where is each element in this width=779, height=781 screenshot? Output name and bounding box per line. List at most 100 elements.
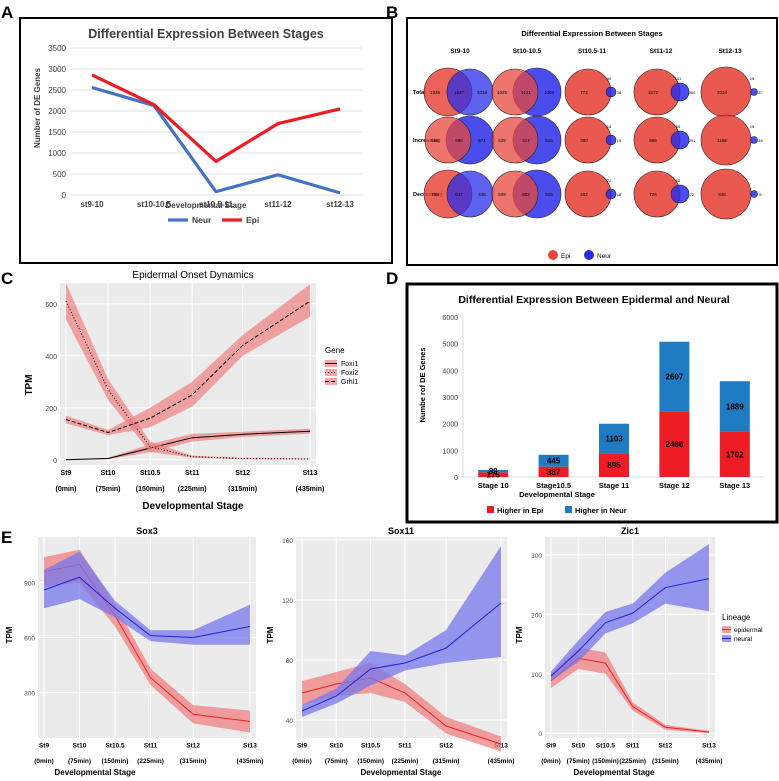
venn-count-neur-only: 16	[758, 138, 763, 143]
x-tick-label: St10.5	[105, 743, 125, 750]
venn-count-overlap: 40	[607, 76, 612, 81]
x-tick-label: St9	[297, 743, 308, 750]
x-tick-label: St11	[144, 743, 158, 750]
venn-circle-neur	[670, 130, 690, 150]
venn-cell: 772 40 38	[564, 68, 622, 116]
venn-count-overlap: 317	[522, 138, 530, 143]
chart-c-title: Epidermal Onset Dynamics	[132, 270, 253, 281]
venn-count-overlap: 141	[675, 76, 682, 81]
panel-e: E 300 600 900 St9 (0min) St10 (75min) St10.5 (15…	[0, 525, 779, 781]
legend-label: Epi	[561, 253, 570, 260]
venn-count-overlap: 18	[607, 124, 612, 129]
venn-count-neur-only: 1003	[544, 90, 555, 95]
bar-value-label: 2607	[666, 372, 684, 381]
y-tick-label: 3000	[442, 395, 458, 402]
x-tick-label: St13	[303, 470, 318, 477]
gene-plot-xlabel: Developmental Stage	[361, 768, 442, 777]
x-tick-label: St12	[439, 743, 453, 750]
x-tick-sublabel: (225min)	[392, 758, 419, 765]
panel-b: B Differential Expression Between Stages…	[385, 0, 779, 270]
chart-e: E 300 600 900 St9 (0min) St10 (75min) St10.5 (15…	[1, 526, 763, 777]
panel-letter-b: B	[386, 3, 398, 22]
chart-b: B Differential Expression Between Stages…	[386, 3, 778, 266]
legend-label: Grhl1	[341, 379, 358, 386]
column-header: St10.5-11	[578, 48, 607, 55]
venn-count-neur-only: 1016	[477, 90, 488, 95]
x-tick-label: Stage10.5	[536, 481, 571, 490]
venn-cell: 1329 1537 1016	[423, 67, 494, 117]
x-tick-label: St10	[329, 743, 343, 750]
gene-plot-xlabel: Developmental Stage	[55, 768, 136, 777]
venn-cell: 509 803 515	[491, 169, 562, 219]
venn-count-overlap: 1537	[454, 90, 465, 95]
venn-count-epi-only: 565	[431, 138, 439, 143]
venn-count-neur-only: 38	[617, 90, 622, 95]
y-tick-label: 1000	[442, 448, 458, 455]
column-header: St12-13	[718, 48, 742, 55]
x-tick-label: Stage 10	[478, 481, 509, 490]
venn-circle-epi	[491, 170, 539, 218]
venn-cell: 492 22 18	[564, 170, 622, 218]
column-header: St11-12	[650, 48, 673, 55]
y-tick-label: 3000	[48, 65, 66, 74]
series-line-neural	[301, 602, 502, 712]
venn-count-neur-only: 445	[478, 192, 486, 197]
venn-circle-epi	[564, 116, 612, 164]
series-line-grhl1	[65, 300, 311, 434]
y-tick-label: 100	[531, 672, 542, 679]
gene-plot-ylabel: TPM	[266, 626, 275, 643]
venn-count-epi-only: 1188	[717, 138, 727, 143]
venn-count-epi-only: 772	[580, 90, 588, 95]
bar-value-label: 1889	[726, 402, 744, 411]
legend-swatch	[584, 250, 594, 260]
legend-label: Foxi2	[341, 370, 358, 377]
y-tick-label: 600	[24, 636, 35, 643]
y-tick-label: 80	[286, 658, 294, 665]
venn-count-neur-only: 571	[478, 138, 486, 143]
venn-count-epi-only: 2034	[717, 90, 728, 95]
x-tick-label: St11	[626, 743, 640, 750]
bar-value-label: 89	[489, 467, 498, 476]
y-tick-label: 160	[282, 538, 293, 545]
venn-count-epi-only: 525	[498, 138, 506, 143]
ribbon-neural	[551, 544, 709, 681]
x-tick-label: st12-13	[326, 200, 354, 209]
panel-c: C Epidermal Onset Dynamics Developmental…	[0, 265, 395, 525]
bar-neur	[599, 423, 629, 454]
y-tick-label: 40	[286, 718, 294, 725]
panel-letter-e: E	[1, 528, 12, 547]
y-tick-label: 500	[53, 170, 67, 179]
x-tick-label: St9	[546, 743, 557, 750]
panel-letter-c: C	[1, 269, 13, 288]
chart-c: C Epidermal Onset Dynamics Developmental…	[1, 269, 358, 512]
venn-circle-epi	[564, 68, 612, 116]
venn-cell: 726 65 72	[633, 170, 695, 218]
series-line-neural	[43, 576, 251, 639]
x-tick-sublabel: (435min)	[488, 758, 515, 765]
x-tick-label: Stage 13	[719, 481, 750, 490]
venn-count-epi-only: 1572	[648, 90, 659, 95]
chart-a: A Differential Expression Between Stages…	[1, 3, 393, 264]
y-tick-label: 2500	[48, 86, 66, 95]
y-tick-label: 2000	[442, 422, 458, 429]
x-tick-sublabel: (75min)	[68, 758, 91, 765]
x-tick-sublabel: (315min)	[180, 758, 207, 765]
y-tick-label: 6000	[442, 315, 458, 322]
gene-plot-xlabel: Developmental Stage	[574, 768, 655, 777]
venn-count-epi-only: 1029	[497, 90, 508, 95]
legend-label: Epi	[246, 215, 259, 225]
x-tick-label: St11	[398, 743, 412, 750]
x-tick-sublabel: (150min)	[136, 486, 165, 493]
bar-value-label: 175	[487, 471, 501, 480]
bar-value-label: 445	[547, 457, 561, 466]
y-tick-label: 1000	[48, 149, 66, 158]
venn-circle-epi	[491, 68, 539, 116]
panel-letter-a: A	[1, 3, 13, 22]
y-tick-label: 120	[282, 598, 293, 605]
venn-circle-epi	[564, 170, 612, 218]
x-tick-label: St10.5	[361, 743, 381, 750]
x-tick-sublabel: (225min)	[137, 758, 164, 765]
venn-circle-neur	[750, 190, 758, 198]
venn-cell: 525 317 615	[491, 115, 562, 165]
ribbon-neural	[302, 546, 501, 717]
